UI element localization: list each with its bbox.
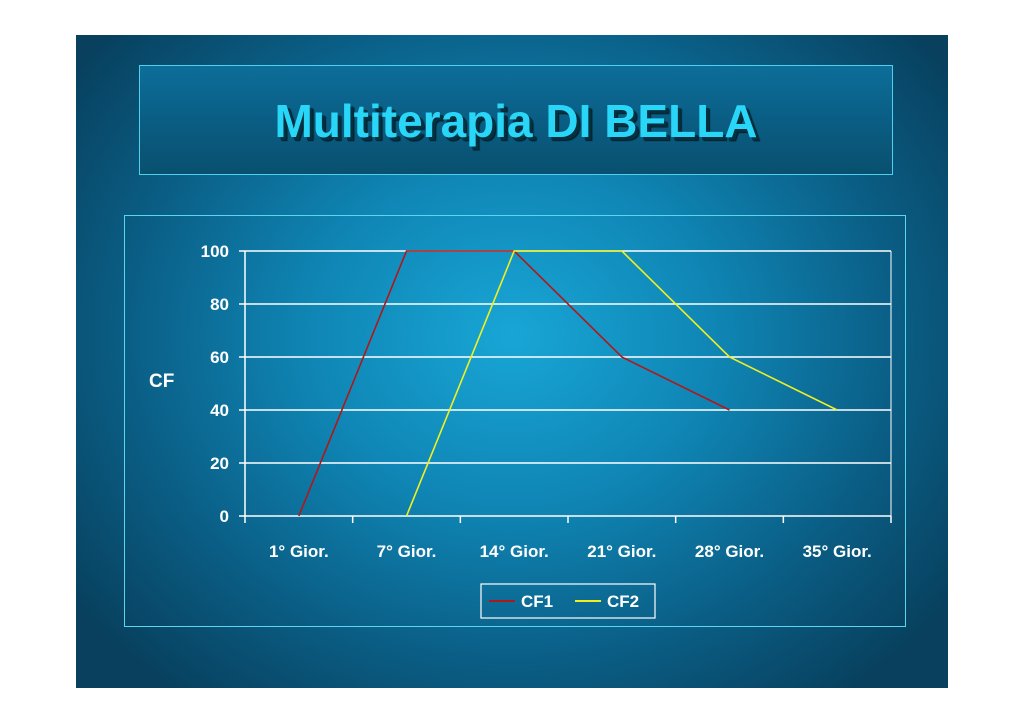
x-tick-label: 1° Gior.	[269, 542, 329, 561]
y-axis-label: CF	[149, 371, 174, 392]
legend-label-cf2: CF2	[607, 592, 639, 611]
series-line-cf1	[298, 250, 730, 517]
y-tick-label: 80	[210, 295, 229, 314]
x-tick-label: 28° Gior.	[695, 542, 764, 561]
title-box: Multiterapia DI BELLA	[139, 65, 893, 175]
y-tick-label: 0	[220, 507, 229, 526]
legend-box	[480, 583, 656, 619]
legend-label-cf1: CF1	[521, 592, 553, 611]
chart-box: 0 20 40 60 80 100 1° Gior. 7° Gior. 14° Gior. 21°…	[124, 215, 906, 627]
x-tick-label: 7° Gior.	[377, 542, 437, 561]
x-tick-label: 35° Gior.	[803, 542, 872, 561]
y-tick-label: 40	[210, 401, 229, 420]
series-line-cf2	[405, 250, 838, 517]
x-tick-label: 21° Gior.	[587, 542, 656, 561]
y-tick-label: 20	[210, 454, 229, 473]
y-tick-label: 60	[210, 348, 229, 367]
slide-title: Multiterapia DI BELLA	[274, 95, 758, 147]
line-chart: 0 20 40 60 80 100 1° Gior. 7° Gior. 14° Gior. 21°…	[149, 242, 892, 619]
y-tick-label: 100	[201, 242, 229, 261]
x-tick-label: 14° Gior.	[480, 542, 549, 561]
slide-background: Multiterapia DI BELLA 0 20 40 60 80 100 1° Gio…	[76, 35, 948, 688]
